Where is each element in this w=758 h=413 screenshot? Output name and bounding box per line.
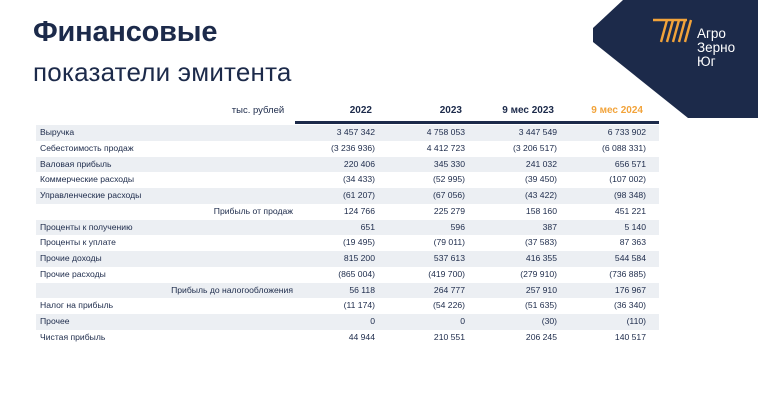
logo-stripes-icon: [653, 18, 693, 43]
row-label: Прочее: [40, 316, 70, 326]
row-value-9-мес-2023: 3 447 549: [518, 127, 557, 137]
row-value-2022: (11 174): [343, 300, 375, 311]
column-header-9m-2024: 9 мес 2024: [591, 105, 643, 116]
logo-text: Агро Зерно Юг: [697, 27, 735, 69]
row-value-9-мес-2024: 6 733 902: [607, 127, 646, 137]
row-value-9-мес-2024: (98 348): [613, 190, 646, 200]
row-value-9-мес-2023: (30): [541, 316, 557, 326]
row-value-2022: (3 236 936): [331, 142, 375, 153]
row-value-9-мес-2024: 176 967: [614, 284, 646, 295]
row-label: Себестоимость продаж: [40, 142, 134, 153]
row-value-2022: (34 433): [342, 174, 375, 185]
row-label: Коммерческие расходы: [40, 174, 135, 185]
row-value-2022: 56 118: [349, 284, 375, 295]
logo-background: [593, 0, 758, 118]
row-label: Налог на прибыль: [40, 300, 114, 311]
row-value-2023: (67 056): [432, 190, 465, 200]
column-header-2022: 2022: [349, 105, 372, 116]
row-value-9-мес-2023: 206 245: [525, 331, 557, 342]
column-header-2023: 2023: [439, 105, 462, 116]
row-value-9-мес-2024: (110): [626, 316, 646, 326]
row-label: Проценты к уплате: [40, 237, 116, 248]
row-value-9-мес-2024: 87 363: [619, 237, 646, 248]
row-value-2023: (79 011): [433, 237, 465, 248]
table-row: Коммерческие расходы (34 433) (52 995) (39 …: [36, 172, 659, 188]
row-value-9-мес-2024: 451 221: [614, 205, 646, 216]
row-value-9-мес-2024: 5 140: [624, 221, 646, 232]
row-value-2022: 815 200: [343, 253, 375, 263]
row-value-9-мес-2023: 416 355: [525, 253, 557, 263]
row-value-2022: 3 457 342: [336, 127, 375, 137]
table-row: Прибыль до налогообложения 56 118 264 777 2…: [36, 282, 659, 299]
row-value-2022: 651: [360, 221, 375, 232]
row-value-2023: 4 758 053: [426, 127, 465, 137]
table-row: Прибыль от продаж 124 766 225 279 158 160 45…: [36, 204, 659, 220]
row-value-9-мес-2023: 158 160: [525, 205, 557, 216]
logo-line-3: Юг: [697, 54, 716, 69]
table-row: Прочие расходы (865 004) (419 700) (279 910…: [36, 267, 659, 283]
column-header-9m-2023: 9 мес 2023: [502, 105, 554, 116]
row-value-9-мес-2024: 140 517: [614, 331, 646, 342]
row-value-9-мес-2023: (3 206 517): [513, 142, 557, 153]
logo-line-1: Агро: [697, 26, 726, 41]
row-value-2023: 210 551: [433, 331, 465, 342]
row-value-9-мес-2024: (36 340): [613, 300, 646, 311]
table-row: Себестоимость продаж (3 236 936) 4 412 723…: [36, 141, 659, 157]
row-label: Прочие расходы: [40, 268, 106, 279]
row-value-9-мес-2024: (736 885): [609, 268, 646, 279]
row-label: Прочие доходы: [40, 253, 102, 263]
row-value-9-мес-2023: 241 032: [525, 158, 557, 169]
row-value-2022: 220 406: [343, 158, 375, 169]
row-value-2023: 537 613: [433, 253, 465, 263]
row-value-9-мес-2023: 387: [542, 221, 557, 232]
row-value-2022: 124 766: [343, 205, 375, 216]
row-subtotal-label: Прибыль до налогообложения: [171, 284, 293, 295]
table-row: Налог на прибыль (11 174) (54 226) (51 635)…: [36, 298, 659, 314]
row-subtotal-label: Прибыль от продаж: [213, 205, 293, 216]
row-value-2022: 44 944: [348, 331, 375, 342]
row-value-9-мес-2023: (51 635): [524, 300, 557, 311]
row-value-2022: 0: [370, 316, 375, 326]
row-label: Управленческие расходы: [40, 190, 142, 200]
row-label: Выручка: [40, 127, 75, 137]
row-value-2023: (419 700): [428, 268, 465, 279]
logo-line-2: Зерно: [697, 40, 736, 55]
row-value-2023: 596: [450, 221, 465, 232]
units-label: тыс. рублей: [231, 105, 285, 116]
row-value-2022: (19 495): [342, 237, 375, 248]
row-label: Валовая прибыль: [40, 158, 112, 169]
row-value-2023: 4 412 723: [426, 142, 465, 153]
row-value-2023: 0: [460, 316, 465, 326]
row-value-2023: (54 226): [432, 300, 465, 311]
table-row: Проценты к получению 651 596 387 5 140: [36, 219, 659, 236]
row-value-2023: (52 995): [432, 174, 465, 185]
page-title-bold: Финансовые: [33, 16, 218, 48]
table-row: Управленческие расходы (61 207) (67 056) (4…: [36, 188, 659, 204]
row-value-9-мес-2023: (37 583): [524, 237, 557, 248]
row-value-9-мес-2024: (6 088 331): [602, 142, 646, 153]
row-value-9-мес-2024: 656 571: [614, 158, 646, 169]
table-row: Выручка 3 457 342 4 758 053 3 447 549 6 733 …: [36, 125, 659, 141]
row-value-2023: 345 330: [433, 158, 465, 169]
page-title-subtitle: показатели эмитента: [33, 57, 292, 87]
row-value-9-мес-2024: 544 584: [614, 253, 646, 263]
row-value-9-мес-2023: (279 910): [520, 268, 557, 279]
table-row: Прочие доходы 815 200 537 613 416 355 544 58…: [36, 251, 659, 267]
row-label: Проценты к получению: [40, 221, 133, 232]
row-value-9-мес-2023: (39 450): [524, 174, 557, 185]
row-value-2022: (865 004): [338, 268, 375, 279]
row-value-9-мес-2023: (43 422): [524, 190, 557, 200]
header-divider: [295, 121, 659, 124]
row-value-2022: (61 207): [342, 190, 375, 200]
row-value-9-мес-2023: 257 910: [525, 284, 557, 295]
row-value-9-мес-2024: (107 002): [609, 174, 646, 185]
row-value-2023: 264 777: [433, 284, 465, 295]
table-row: Проценты к уплате (19 495) (79 011) (37 583…: [36, 235, 659, 251]
row-value-2023: 225 279: [433, 205, 465, 216]
table-row: Прочее 0 0 (30) (110): [36, 314, 659, 330]
row-label: Чистая прибыль: [40, 331, 106, 342]
table-row: Чистая прибыль 44 944 210 551 206 245 140 51…: [36, 330, 659, 346]
table-row: Валовая прибыль 220 406 345 330 241 032 656 …: [36, 156, 659, 173]
